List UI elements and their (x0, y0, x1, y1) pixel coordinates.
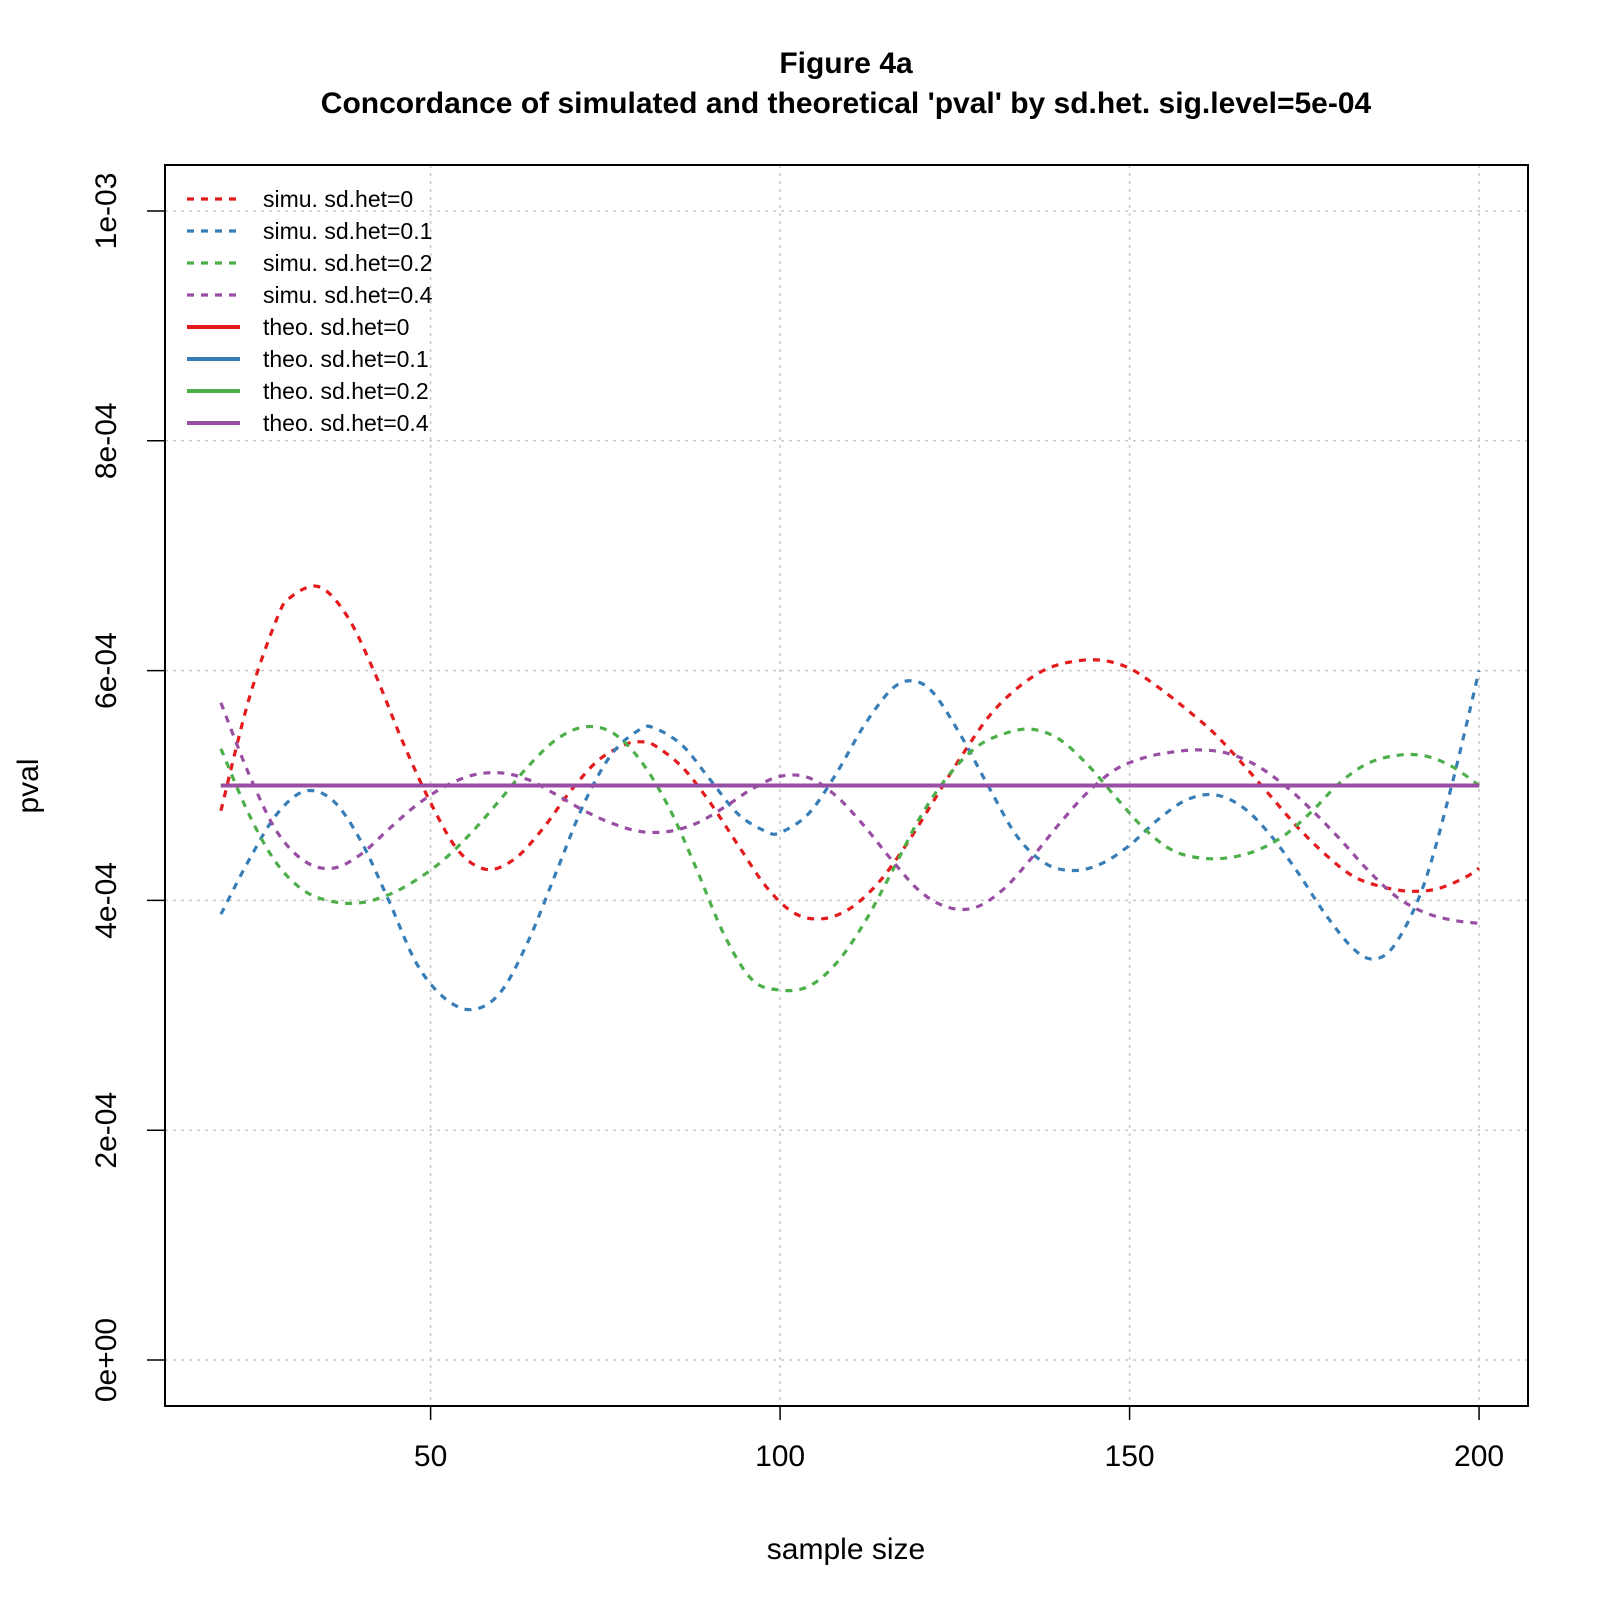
x-tick-label: 150 (1105, 1440, 1155, 1473)
x-tick-label: 100 (755, 1440, 805, 1473)
legend-label: simu. sd.het=0.1 (263, 218, 432, 244)
legend-label: theo. sd.het=0 (263, 314, 409, 340)
series-line-simu-sd-het-0-1 (219, 670, 1481, 1012)
plot-area (164, 164, 1529, 1407)
legend-label: theo. sd.het=0.4 (263, 410, 429, 436)
y-axis-label: pval (12, 758, 45, 813)
y-tick-label: 0e+00 (90, 1318, 123, 1402)
y-tick-label: 2e-04 (90, 1092, 123, 1169)
legend-label: simu. sd.het=0.2 (263, 250, 432, 276)
axes: 50 100 150 200 0e+00 2e-04 4e-04 6e-04 8e-04 1e-0… (90, 173, 1504, 1473)
series-layer (219, 584, 1481, 1012)
chart-title: Figure 4a (779, 47, 913, 80)
x-axis-label: sample size (767, 1533, 925, 1566)
legend-label: simu. sd.het=0 (263, 186, 413, 212)
legend-label: theo. sd.het=0.2 (263, 378, 429, 404)
y-tick-label: 4e-04 (90, 862, 123, 939)
x-tick-label: 200 (1454, 1440, 1504, 1473)
y-tick-label: 8e-04 (90, 402, 123, 479)
series-line-simu-sd-het-0-2 (219, 724, 1481, 993)
chart-subtitle: Concordance of simulated and theoretical… (321, 87, 1372, 120)
legend: simu. sd.het=0 simu. sd.het=0.1 simu. sd.h… (187, 186, 433, 436)
series-line-simu-sd-het-0 (219, 584, 1481, 921)
legend-label: theo. sd.het=0.1 (263, 346, 429, 372)
legend-label: simu. sd.het=0.4 (263, 282, 433, 308)
x-tick-label: 50 (414, 1440, 447, 1473)
y-tick-label: 1e-03 (90, 173, 123, 250)
y-tick-label: 6e-04 (90, 632, 123, 709)
grid (165, 165, 1528, 1406)
series-line-simu-sd-het-0-4 (219, 702, 1480, 925)
